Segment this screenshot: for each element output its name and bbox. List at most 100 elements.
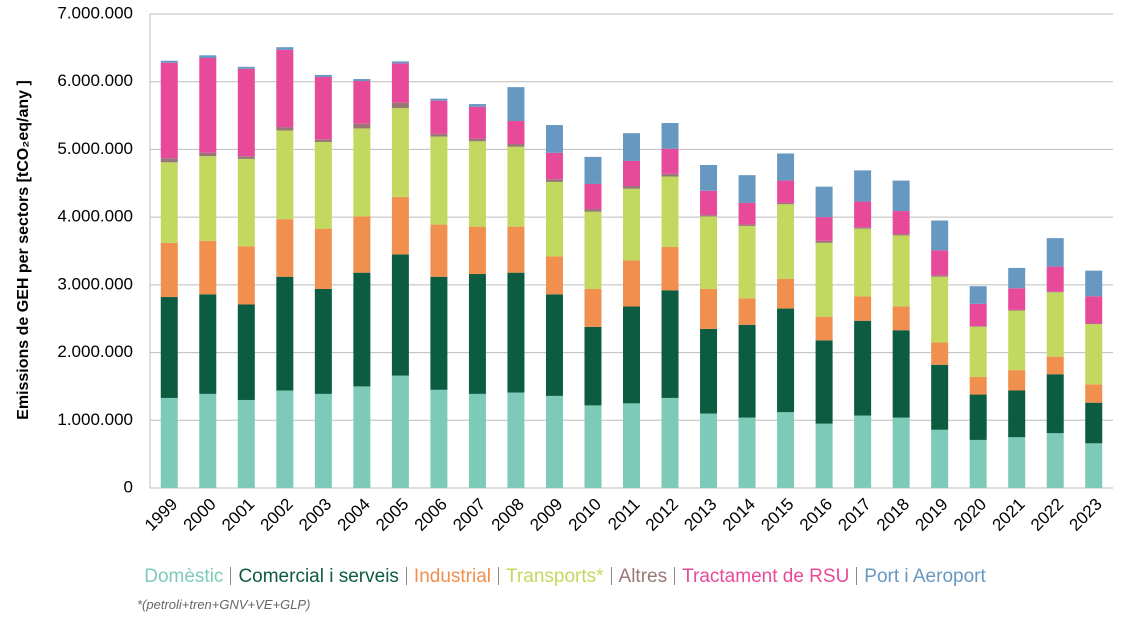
x-tick-label: 2011	[604, 495, 643, 534]
bar-segment	[353, 272, 371, 387]
legend-entry: Transports*	[506, 566, 604, 587]
bar-segment	[969, 376, 987, 395]
bar-segment	[430, 133, 448, 137]
bar-segment	[199, 55, 217, 59]
legend-separator	[498, 567, 500, 585]
bar-segment	[160, 242, 178, 298]
bar-segment	[468, 106, 486, 139]
y-tick-label: 3.000.000	[57, 274, 133, 293]
bar-segment	[738, 175, 756, 203]
bar-segment	[854, 170, 872, 202]
bar-segment	[314, 288, 332, 394]
bar-segment	[237, 246, 255, 305]
bar-segment	[276, 127, 294, 131]
bar-segment	[160, 297, 178, 398]
x-tick-label: 2015	[757, 495, 797, 535]
bar-segment	[1085, 270, 1103, 297]
bar-segment	[892, 211, 910, 235]
bar-segment	[160, 60, 178, 63]
bar-segment	[199, 294, 217, 394]
bar-segment	[623, 160, 640, 186]
bar-segment	[430, 389, 448, 488]
bar-segment	[777, 202, 795, 205]
bar-segment	[969, 303, 987, 327]
bar-segment	[237, 66, 255, 69]
x-tick-label: 2023	[1066, 495, 1106, 535]
bar-segment	[700, 215, 718, 217]
x-tick-label: 2021	[989, 495, 1029, 535]
bar-segment	[545, 294, 563, 396]
bar-segment	[160, 397, 178, 488]
x-tick-label: 2022	[1027, 495, 1067, 535]
bar-segment	[199, 58, 217, 153]
bar-segment	[353, 216, 371, 273]
bar-segment	[700, 216, 718, 289]
bar-segment	[1046, 266, 1064, 292]
bar-segment	[623, 133, 640, 161]
bar-segment	[199, 240, 217, 295]
bar-segment	[969, 326, 987, 377]
bar-segment	[353, 79, 371, 82]
bar-segment	[468, 141, 486, 227]
bar-segment	[314, 139, 332, 142]
bar-segment	[1008, 437, 1026, 488]
legend-entry: Industrial	[413, 566, 492, 587]
x-tick-label: 2004	[334, 495, 374, 535]
bar-segment	[1046, 291, 1064, 293]
bar-segment	[468, 226, 486, 275]
bar-segment	[815, 316, 833, 341]
bar-segment	[892, 180, 910, 212]
bar-segment	[276, 276, 294, 391]
x-tick-label: 2012	[642, 495, 682, 535]
y-tick-label: 2.000.000	[57, 342, 133, 361]
x-tick-label: 2019	[911, 495, 951, 535]
bar-segment	[391, 61, 409, 64]
bar-segment	[661, 246, 679, 291]
bar-segment	[969, 439, 987, 488]
bar-segment	[507, 226, 525, 273]
bar-segment	[391, 63, 409, 103]
bar-segment	[1046, 374, 1064, 434]
bar-segment	[237, 158, 255, 247]
bar-segment	[1046, 238, 1064, 267]
x-tick-label: 2008	[488, 495, 528, 535]
bar-segment	[468, 393, 486, 488]
bar-segment	[545, 181, 563, 257]
bar-segment	[738, 324, 756, 418]
bar-segment	[507, 87, 525, 121]
legend-entry: Domèstic	[144, 566, 224, 587]
x-tick-label: 2006	[411, 495, 451, 535]
bar-segment	[1008, 310, 1026, 371]
bar-segment	[160, 162, 178, 243]
legend: Domèstic Comercial i serveis Industrial Tra…	[0, 566, 1130, 588]
bar-segment	[1008, 390, 1026, 438]
bar-segment	[661, 148, 679, 174]
bar-segment	[777, 204, 795, 279]
bar-segment	[661, 290, 679, 398]
bar-segment	[584, 156, 602, 184]
bar-segment	[353, 81, 371, 124]
bar-segment	[430, 276, 448, 390]
bar-segment	[661, 173, 679, 177]
bar-segment	[1085, 324, 1103, 385]
bar-segment	[854, 415, 872, 488]
bar-segment	[1008, 267, 1026, 289]
bar-segment	[623, 403, 640, 488]
bar-segment	[584, 211, 602, 289]
bar-segment	[892, 235, 910, 307]
bar-segment	[1085, 323, 1103, 325]
bar-segment	[199, 152, 217, 157]
bar-segment	[507, 120, 525, 145]
legend-separator	[856, 567, 858, 585]
bar-segment	[623, 260, 640, 307]
bar-segment	[391, 102, 409, 109]
bar-segment	[661, 176, 679, 247]
bar-segment	[969, 394, 987, 440]
chart: Emissions de GEH per sectors [tCO₂eq/any…	[15, 3, 1113, 535]
bar-segment	[430, 136, 448, 225]
bar-segment	[584, 209, 602, 212]
bar-segment	[353, 123, 371, 129]
bar-segment	[545, 395, 563, 488]
bar-segment	[661, 397, 679, 488]
